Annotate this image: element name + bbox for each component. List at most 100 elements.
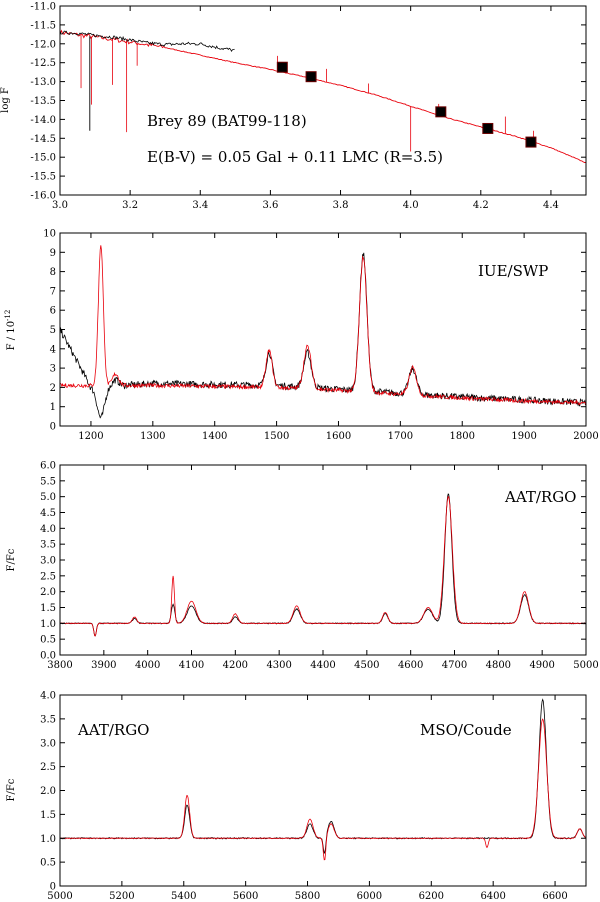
- iue-plot-area: [60, 245, 586, 419]
- y-tick-label: -11.0: [30, 2, 56, 13]
- y-tick-label: 0.0: [40, 651, 56, 662]
- y-tick-label: 4.0: [40, 691, 56, 702]
- x-tick-label: 3.6: [262, 200, 278, 211]
- x-tick-label: 6200: [419, 891, 444, 902]
- y-tick-label: 3.0: [40, 556, 56, 567]
- x-tick-label: 3900: [91, 660, 116, 671]
- y-tick-label: -12.0: [30, 39, 56, 50]
- x-tick-label: 6000: [357, 891, 382, 902]
- x-tick-label: 1300: [140, 431, 165, 442]
- x-tick-label: 6600: [542, 891, 567, 902]
- iue-model-line: [60, 245, 586, 406]
- x-tick-label: 3.8: [333, 200, 349, 211]
- x-tick-label: 5600: [233, 891, 258, 902]
- y-tick-label: 3.5: [40, 540, 56, 551]
- y-tick-label: 1.5: [40, 603, 56, 614]
- y-tick-label: 3.0: [40, 738, 56, 749]
- x-tick-label: 3800: [47, 660, 72, 671]
- sed-annotation-star: Brey 89 (BAT99-118): [147, 112, 307, 130]
- y-tick-label: 7: [50, 286, 56, 297]
- y-tick-label: 1: [50, 402, 56, 413]
- iue-ticks: 1200 1300 1400 1500 1600 1700 1800 1900 2000 0 1 2 3…: [43, 229, 598, 443]
- y-tick-label: 9: [50, 248, 56, 259]
- sed-photometry-point: [276, 61, 288, 73]
- aat1-model-line: [60, 495, 586, 637]
- x-tick-label: 1500: [264, 431, 289, 442]
- iue-observed-line: [60, 252, 586, 419]
- aat1-plot-area: [60, 493, 586, 637]
- aat2-annotation-rgo: AAT/RGO: [77, 721, 149, 739]
- iue-annotation: IUE/SWP: [478, 262, 548, 280]
- y-tick-label: 5: [50, 325, 56, 336]
- x-tick-label: 4400: [310, 660, 335, 671]
- iue-ylabel: F / 10-12: [4, 310, 17, 351]
- sed-ticks: 3.0 3.2 3.4 3.6 3.8 4.0 4.2 4.4 -11.0 -11.5 -12.0 -…: [30, 2, 586, 211]
- y-tick-label: 4.5: [40, 508, 56, 519]
- y-tick-label: 2.5: [40, 762, 56, 773]
- sed-photometry-point: [525, 136, 537, 148]
- aat2-ticks: 5000 5200 5400 5600 5800 6000 6200 6400 6600 0 0.5…: [40, 691, 586, 902]
- x-tick-label: 4700: [442, 660, 467, 671]
- x-tick-label: 1600: [326, 431, 351, 442]
- aat1-ylabel: F/Fc: [6, 548, 17, 571]
- y-tick-label: 3.5: [40, 714, 56, 725]
- y-tick-label: -12.5: [30, 58, 56, 69]
- x-tick-label: 1400: [202, 431, 227, 442]
- x-tick-label: 5000: [573, 660, 598, 671]
- x-tick-label: 5800: [295, 891, 320, 902]
- sed-photometry-point: [482, 122, 494, 134]
- x-tick-label: 4600: [398, 660, 423, 671]
- x-tick-label: 5200: [109, 891, 134, 902]
- x-tick-label: 1800: [450, 431, 475, 442]
- y-tick-label: 10: [43, 229, 56, 240]
- x-tick-label: 6400: [480, 891, 505, 902]
- y-tick-label: -11.5: [30, 20, 56, 31]
- x-tick-label: 4.0: [403, 200, 419, 211]
- y-tick-label: 4.0: [40, 524, 56, 535]
- y-tick-label: 2.5: [40, 571, 56, 582]
- sed-observed-line: [60, 30, 235, 52]
- panel-aat2: 5000 5200 5400 5600 5800 6000 6200 6400 6600 0 0.5…: [6, 691, 587, 902]
- y-tick-label: -16.0: [30, 191, 56, 202]
- x-tick-label: 3.4: [192, 200, 208, 211]
- x-tick-label: 3.2: [122, 200, 138, 211]
- sed-plot-area: [60, 29, 586, 163]
- x-tick-label: 4.4: [543, 200, 559, 211]
- aat2-plot-area: [60, 698, 586, 861]
- x-tick-label: 4.2: [473, 200, 489, 211]
- aat1-annotation: AAT/RGO: [504, 488, 576, 506]
- x-tick-label: 3.0: [52, 200, 68, 211]
- panel-aat1: 3800 3900 4000 4100 4200 4300 4400 4500 4600 4700…: [6, 461, 599, 672]
- x-tick-label: 4900: [529, 660, 554, 671]
- sed-annotation-extinction: E(B-V) = 0.05 Gal + 0.11 LMC (R=3.5): [147, 148, 443, 166]
- y-tick-label: 1.0: [40, 834, 56, 845]
- y-tick-label: -13.0: [30, 77, 56, 88]
- y-tick-label: 4: [50, 344, 56, 355]
- panel-iue: 1200 1300 1400 1500 1600 1700 1800 1900 2000 0 1 2 3…: [4, 229, 599, 443]
- x-tick-label: 5000: [47, 891, 72, 902]
- x-tick-label: 1200: [78, 431, 103, 442]
- y-tick-label: -15.0: [30, 153, 56, 164]
- y-tick-label: 1.0: [40, 619, 56, 630]
- x-tick-label: 2000: [573, 431, 598, 442]
- x-tick-label: 1900: [511, 431, 536, 442]
- x-tick-label: 4300: [266, 660, 291, 671]
- x-tick-label: 4200: [223, 660, 248, 671]
- y-tick-label: -14.5: [30, 134, 56, 145]
- y-tick-label: 0: [50, 422, 56, 433]
- y-tick-label: 2: [50, 383, 56, 394]
- y-tick-label: 6: [50, 306, 56, 317]
- aat1-ticks: 3800 3900 4000 4100 4200 4300 4400 4500 4600 4700…: [40, 461, 599, 672]
- sed-model-line: [60, 29, 586, 163]
- x-tick-label: 1700: [388, 431, 413, 442]
- x-tick-label: 5400: [171, 891, 196, 902]
- aat2-model-line: [60, 718, 586, 861]
- sed-axes-frame: [59, 5, 587, 196]
- y-tick-label: 6.0: [40, 461, 56, 472]
- y-tick-label: 0.5: [40, 635, 56, 646]
- x-tick-label: 4100: [179, 660, 204, 671]
- sed-photometry-point: [435, 106, 447, 118]
- y-tick-label: 1.5: [40, 810, 56, 821]
- y-tick-label: 5.0: [40, 492, 56, 503]
